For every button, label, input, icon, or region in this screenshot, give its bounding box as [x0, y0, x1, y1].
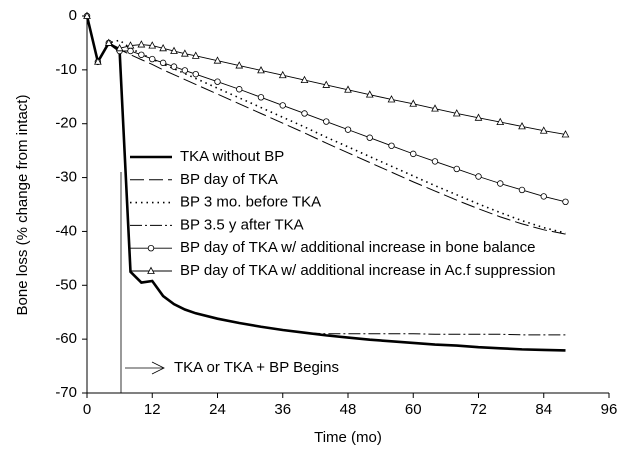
point	[94, 57, 102, 65]
point	[323, 118, 330, 125]
series-line	[86, 15, 566, 135]
x-tick-label: 24	[209, 401, 226, 418]
point	[496, 117, 505, 125]
point	[410, 150, 417, 158]
point	[278, 70, 287, 79]
x-tick-label: 72	[470, 401, 487, 418]
point	[104, 38, 113, 46]
x-tick-label: 12	[144, 401, 161, 418]
legend-marker	[147, 266, 155, 274]
point	[137, 40, 146, 48]
point	[138, 51, 145, 58]
y-tick-label: -70	[55, 384, 77, 401]
point	[149, 55, 156, 63]
point	[148, 41, 157, 49]
point	[453, 165, 460, 173]
point	[518, 122, 526, 130]
y-tick-label: -60	[55, 330, 77, 347]
point	[539, 126, 548, 134]
point	[159, 59, 167, 67]
y-tick-label: -20	[55, 115, 77, 132]
x-tick-label: 84	[535, 401, 552, 418]
series-line	[86, 15, 566, 235]
point	[235, 61, 244, 69]
point	[181, 49, 189, 57]
point	[115, 43, 124, 52]
x-tick-label: 36	[274, 401, 291, 418]
y-axis-label: Bone loss (% change from intact)	[14, 95, 31, 316]
legend-label: TKA without BP	[180, 148, 284, 165]
y-tick-label: -40	[55, 222, 77, 239]
series-line	[85, 15, 566, 352]
series-line	[86, 15, 566, 336]
series-line	[86, 15, 566, 234]
legend-label: BP 3.5 y after TKA	[180, 216, 304, 233]
series-line	[86, 15, 566, 203]
point	[387, 95, 396, 103]
point	[236, 86, 243, 93]
x-tick-label: 96	[601, 401, 618, 418]
x-axis-label: Time (mo)	[314, 429, 382, 446]
point	[127, 47, 134, 55]
point	[300, 75, 309, 83]
point	[431, 158, 439, 165]
point	[257, 94, 265, 101]
x-tick-label: 0	[83, 401, 91, 418]
point	[431, 104, 439, 112]
point	[518, 186, 526, 194]
annotation-arrowhead	[151, 361, 165, 375]
point	[301, 110, 308, 117]
point	[562, 198, 569, 206]
x-tick-label: 60	[405, 401, 422, 418]
point	[474, 113, 483, 121]
point	[497, 180, 504, 187]
legend-label: BP day of TKA w/ additional increase in …	[180, 262, 556, 279]
point	[192, 70, 199, 78]
y-tick-label: -50	[55, 276, 77, 293]
point	[540, 193, 547, 200]
point	[409, 99, 418, 107]
point	[181, 67, 189, 74]
point	[159, 43, 167, 52]
legend-marker	[147, 244, 155, 252]
legend-label: BP day of TKA w/ additional increase in …	[180, 239, 536, 256]
legend-label: BP 3 mo. before TKA	[180, 194, 321, 211]
y-tick-label: -10	[55, 61, 77, 78]
y-tick-label: -30	[55, 169, 77, 186]
point	[213, 56, 222, 64]
point	[257, 66, 265, 74]
point	[344, 85, 352, 93]
y-tick-label: 0	[69, 7, 77, 24]
point	[170, 63, 178, 70]
legend-label: BP day of TKA	[180, 171, 278, 188]
x-tick-label: 48	[340, 401, 357, 418]
point	[322, 80, 331, 88]
point	[366, 134, 373, 141]
point	[83, 11, 91, 19]
point	[475, 173, 482, 180]
point	[344, 126, 352, 133]
point	[214, 78, 221, 85]
point	[191, 51, 200, 59]
point	[126, 41, 135, 49]
point	[452, 109, 461, 117]
point	[170, 46, 178, 54]
annotation: TKA or TKA + BP Begins	[174, 359, 339, 376]
point	[279, 102, 286, 109]
point	[561, 130, 570, 138]
point	[365, 90, 374, 98]
point	[388, 142, 395, 149]
